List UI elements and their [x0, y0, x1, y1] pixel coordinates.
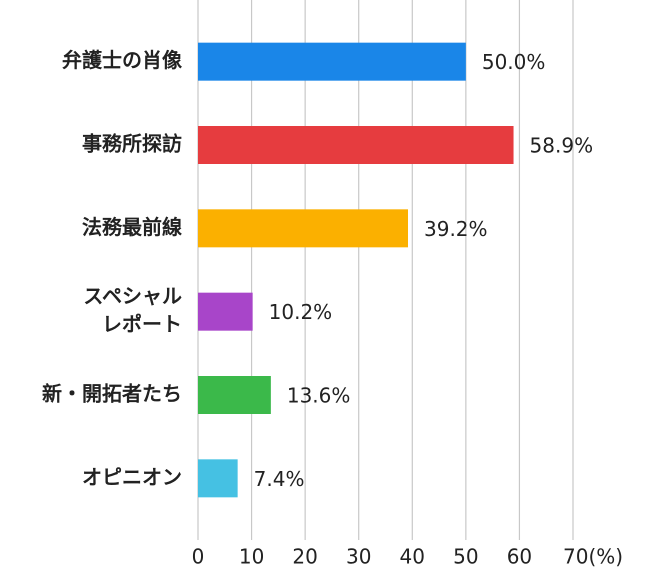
x-tick-label: 20 [292, 545, 317, 569]
x-tick-label: 0 [192, 545, 205, 569]
bar [198, 459, 238, 498]
value-label: 10.2% [269, 300, 333, 324]
x-tick-label: 30 [346, 545, 371, 569]
y-tick-label: レポート [102, 312, 182, 336]
y-tick-label: オピニオン [82, 465, 182, 489]
x-tick-label: 70(%) [563, 545, 623, 569]
bar [198, 376, 271, 414]
bar [198, 126, 514, 164]
y-tick-label: 事務所探訪 [82, 132, 182, 156]
bar [198, 209, 408, 248]
x-tick-label: 60 [507, 545, 532, 569]
value-label: 50.0% [482, 50, 546, 74]
y-tick-label: 弁護士の肖像 [62, 48, 183, 72]
value-label: 7.4% [254, 467, 305, 491]
value-label: 39.2% [424, 217, 488, 241]
y-tick-label: 法務最前線 [82, 215, 182, 239]
x-tick-label: 50 [453, 545, 478, 569]
x-tick-label: 10 [239, 545, 264, 569]
value-label: 13.6% [287, 384, 351, 408]
value-label: 58.9% [530, 134, 594, 158]
x-tick-label: 40 [400, 545, 425, 569]
y-tick-label: 新・開拓者たち [42, 382, 182, 406]
bar [198, 292, 253, 331]
y-tick-label: スペシャル [83, 284, 182, 308]
bar [198, 42, 466, 81]
